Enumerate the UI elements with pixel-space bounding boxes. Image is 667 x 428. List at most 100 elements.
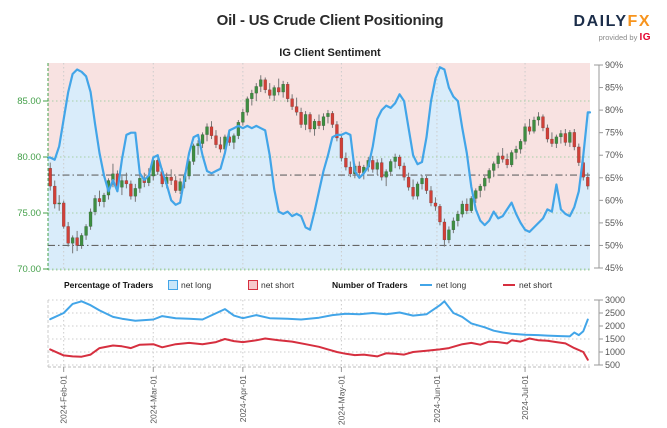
candle-body [563, 133, 568, 143]
candle-body [371, 160, 375, 170]
candle-body [536, 116, 541, 121]
candle-body [478, 185, 482, 191]
candle-body [330, 113, 335, 125]
chart-subtitle: IG Client Sentiment [279, 47, 381, 59]
candle-body [169, 176, 173, 181]
candle-body [572, 132, 577, 148]
candle-body [586, 176, 590, 187]
candle-body [245, 98, 250, 113]
candle-body [483, 178, 487, 187]
candle-body [577, 146, 581, 163]
provided-by-line: provided by IG [598, 31, 651, 43]
candle-body [57, 202, 61, 205]
candle-body [285, 83, 290, 99]
candle-body [357, 165, 362, 173]
candle-body [250, 92, 254, 99]
net-short-line-swatch [503, 284, 515, 286]
candle-body [281, 83, 285, 93]
price-tick-label: 70.00 [17, 264, 41, 275]
legend-net-long-pct: net long [181, 280, 212, 290]
candle-body [133, 188, 138, 197]
candle-body [93, 198, 97, 213]
candle-body [496, 155, 500, 164]
candle-body [388, 161, 393, 172]
candle-body [88, 211, 93, 227]
legend-number-title: Number of Traders [332, 280, 408, 290]
candle-body [339, 137, 344, 159]
candle-body [469, 198, 473, 211]
candle-body [487, 170, 491, 179]
chart-legend: Percentage of Traders net long net short… [0, 279, 667, 293]
net-short-count-line [49, 337, 589, 361]
candle-body [232, 135, 236, 143]
net-long-count-line [49, 300, 589, 338]
candle-body [312, 120, 317, 130]
count-tick-label: 3000 [605, 295, 625, 305]
candle-body [465, 203, 469, 211]
candle-body [514, 148, 518, 153]
price-tick-label: 75.00 [17, 208, 41, 219]
price-tick-label: 80.00 [17, 152, 41, 163]
candle-body [393, 156, 397, 162]
pct-tick-label: 45% [605, 263, 623, 273]
candle-body [254, 86, 258, 94]
count-tick-label: 1500 [605, 334, 625, 344]
candle-body [348, 166, 353, 175]
candle-body [491, 163, 496, 171]
candle-body [191, 145, 196, 162]
candle-body [214, 135, 218, 145]
candle-body [187, 161, 191, 177]
candle-body [299, 111, 303, 125]
date-tick-label: 2024-Jul-01 [520, 375, 530, 420]
net-long-pct-line [46, 66, 592, 233]
candle-body [415, 183, 420, 197]
candle-body [442, 221, 447, 241]
candle-body [447, 229, 451, 241]
legend-net-short-pct: net short [261, 280, 295, 290]
count-tick-label: 500 [605, 360, 620, 370]
candle-body [438, 206, 442, 223]
candle-body [79, 235, 84, 246]
candle-body [156, 160, 160, 172]
candle-body [451, 220, 456, 230]
count-tick-label: 1000 [605, 347, 625, 357]
page-title: Oil - US Crude Client Positioning [216, 12, 444, 29]
candle-body [272, 87, 276, 96]
candle-body [509, 152, 514, 166]
candle-body [276, 87, 281, 93]
candle-body [259, 79, 263, 87]
pct-tick-label: 75% [605, 128, 623, 138]
candle-body [317, 120, 321, 126]
candle-body [433, 202, 438, 207]
candle-body [84, 226, 88, 236]
candle-body [66, 226, 70, 244]
pct-tick-label: 90% [605, 60, 623, 70]
candle-body [178, 181, 182, 191]
net-long-line-swatch [420, 284, 432, 286]
candle-body [263, 79, 267, 91]
candle-body [545, 127, 550, 140]
count-tick-label: 2500 [605, 308, 625, 318]
net-long-square-swatch [168, 280, 178, 290]
date-tick-label: 2024-Feb-01 [59, 375, 69, 424]
pct-tick-label: 80% [605, 105, 623, 115]
candle-body [138, 178, 142, 189]
candle-body [200, 134, 205, 144]
candle-body [384, 171, 388, 178]
candle-body [173, 180, 178, 191]
pct-tick-label: 50% [605, 240, 623, 250]
candle-body [474, 190, 478, 199]
dailyfx-wordmark: DAILYFX [573, 13, 651, 30]
candle-body [397, 156, 402, 167]
candle-body [268, 89, 272, 96]
candle-body [308, 114, 312, 130]
pct-tick-label: 85% [605, 83, 623, 93]
candle-body [375, 162, 379, 170]
candle-body [411, 187, 415, 197]
candle-body [120, 180, 124, 188]
legend-net-short-count: net short [519, 280, 553, 290]
candle-body [456, 213, 460, 222]
candle-body [541, 116, 545, 129]
